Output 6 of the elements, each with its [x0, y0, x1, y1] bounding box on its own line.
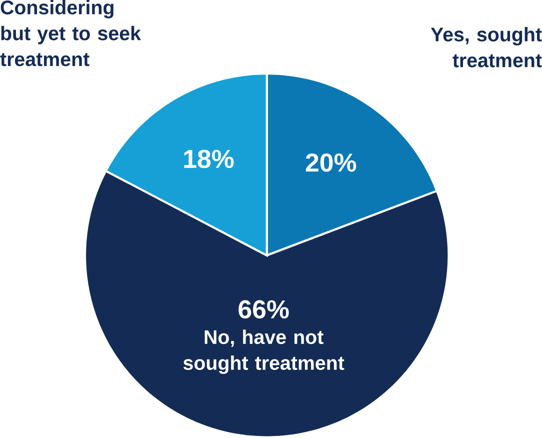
slice-label: Considering but yet to seek treatment [0, 0, 141, 66]
data-label: 20% [306, 153, 356, 172]
data-label: 18% [184, 150, 234, 168]
slice-label: Yes, sought treatment [430, 26, 542, 68]
data-label: 66% [238, 300, 289, 318]
slice-label: No, have not sought treatment [183, 329, 344, 374]
